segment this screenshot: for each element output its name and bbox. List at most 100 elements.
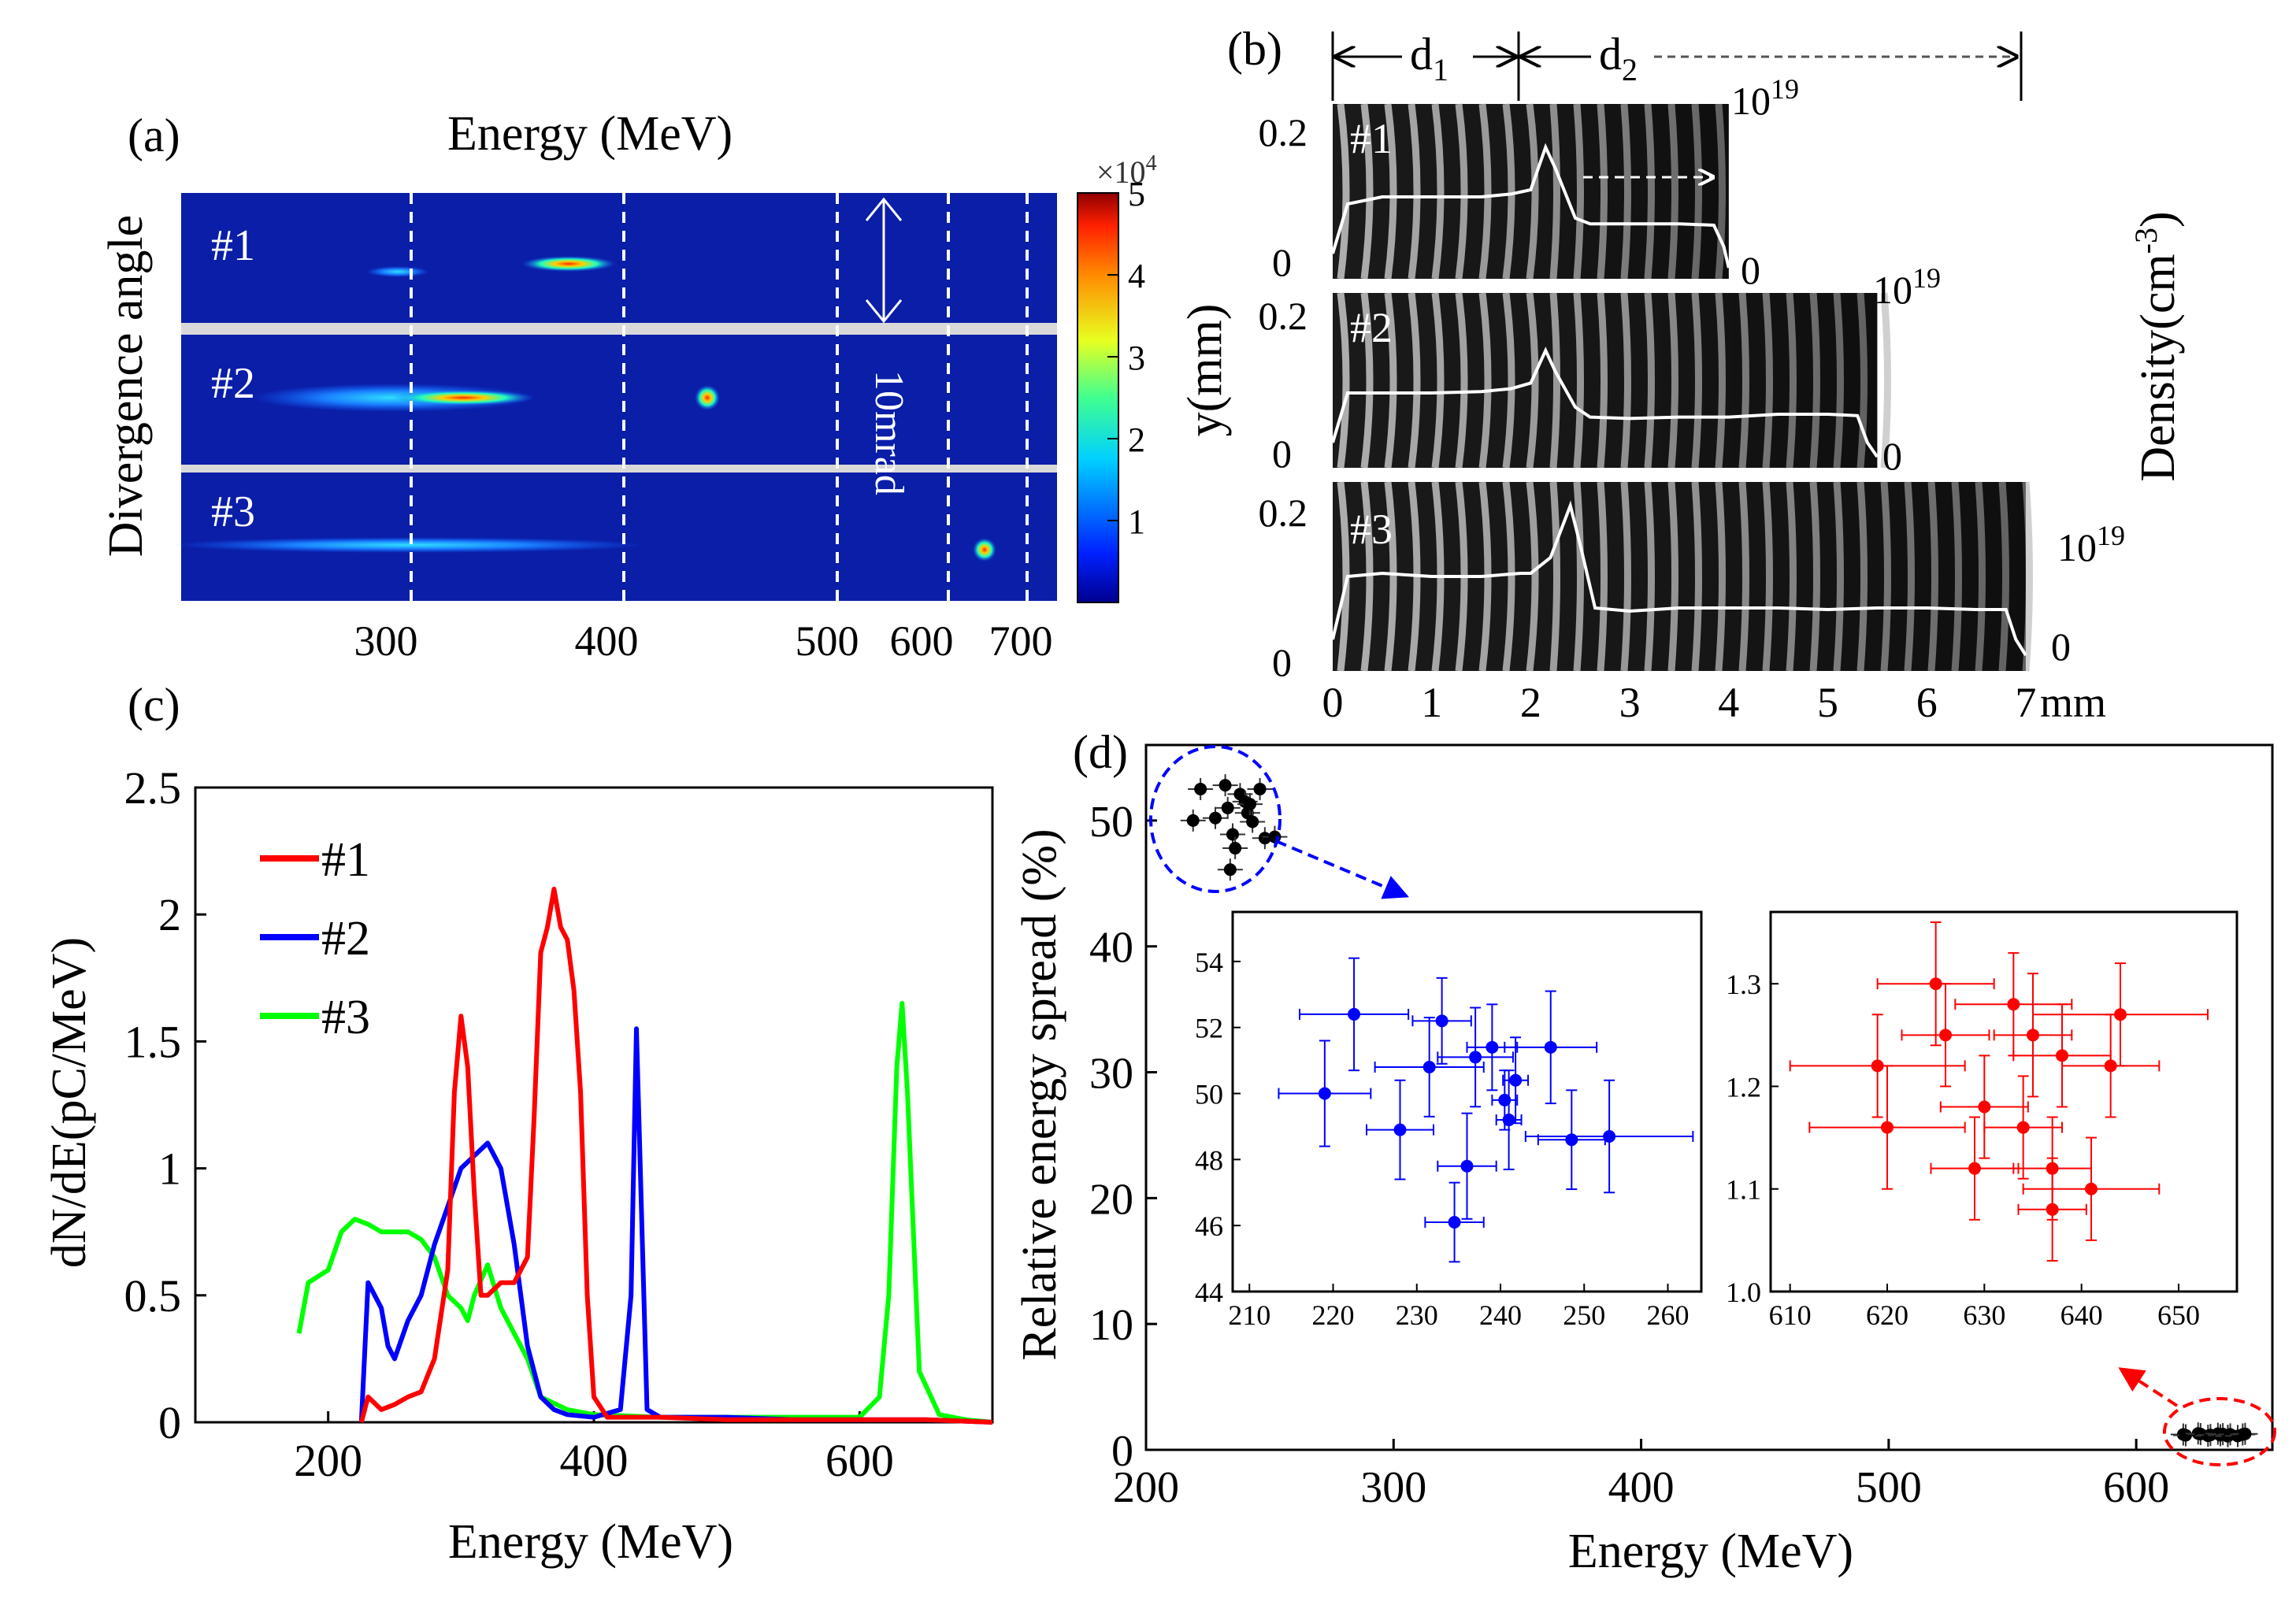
- main-point-15: [1223, 863, 1237, 877]
- d-x-tick-600: 600: [2103, 1463, 2169, 1512]
- inset-blue: 210 220 230 240 250 260 44 46 48 50 52 54: [1195, 910, 1703, 1331]
- inset-x-tick-650: 650: [2157, 1299, 2200, 1331]
- blue-cluster-arrow: [1275, 840, 1409, 899]
- panel-d-label: (d): [1073, 726, 1128, 778]
- main-point-31: [2239, 1427, 2252, 1440]
- main-point-1: [1194, 782, 1207, 795]
- inset-point-9: [2027, 1029, 2039, 1042]
- d-markers: d1 d2: [1331, 28, 2023, 101]
- fringe: [2022, 481, 2033, 672]
- spot-3a: [173, 537, 646, 553]
- legend-label-1: #1: [321, 833, 370, 887]
- energy-tick-500: 500: [796, 617, 859, 665]
- row-label-1: #1: [211, 221, 255, 270]
- inset-x-tick-240: 240: [1479, 1299, 1522, 1331]
- colorbar-ticks: 1 2 3 4 5: [1107, 175, 1145, 541]
- b3-y-tick-zero: 0: [1272, 640, 1292, 684]
- spot-1a: [366, 266, 429, 277]
- inset-point-9: [1486, 1040, 1499, 1054]
- inset-point-4: [1422, 1060, 1436, 1073]
- b2-y-tick-top: 0.2: [1259, 294, 1308, 338]
- inset-y-tick-1.1: 1.1: [1726, 1174, 1761, 1206]
- main-point-18: [2179, 1429, 2192, 1442]
- inset-x-tick-630: 630: [1963, 1299, 2005, 1331]
- inset-point-15: [1603, 1130, 1616, 1143]
- panel-b-label: (b): [1227, 23, 1282, 75]
- inset-point-8: [2016, 1121, 2030, 1134]
- b2-density-top: 1019: [1873, 262, 1941, 312]
- b1-y-tick-top: 0.2: [1259, 110, 1308, 154]
- b3-density-zero: 0: [2051, 625, 2071, 669]
- inset-point-14: [2104, 1059, 2117, 1073]
- inset-y-tick-54: 54: [1195, 947, 1223, 978]
- colorbar-multiplier: ×104: [1096, 151, 1157, 190]
- panel-b-right-label: Density(cm-3): [2128, 211, 2185, 481]
- inset-x-tick-220: 220: [1312, 1299, 1355, 1331]
- colorbar-tick-4: 4: [1128, 257, 1145, 295]
- legend-label-3: #3: [321, 991, 370, 1044]
- inset-frame: [1769, 910, 2239, 1293]
- inset-point-5: [1435, 1014, 1448, 1028]
- panel-d-ylabel: Relative energy spread (%): [1013, 828, 1066, 1360]
- b-x-tick-7: 7: [2015, 679, 2036, 726]
- b1-density-zero: 0: [1741, 248, 1760, 292]
- c-x-tick-600: 600: [825, 1435, 894, 1486]
- panel-c-xlabel: Energy (MeV): [448, 1515, 733, 1569]
- scale-bar-label: 10mrad: [866, 370, 911, 495]
- red-cluster-circle: [2163, 1397, 2276, 1466]
- scale-bar: [865, 197, 903, 324]
- heatmap-strip-1: [181, 193, 1057, 323]
- panel-b: (b) y(mm) Density(cm-3) #1 #2 #3 d1 d2 0.2…: [1178, 23, 2185, 726]
- interferogram-2: #2: [1331, 292, 1891, 469]
- d-y-tick-0: 0: [1111, 1427, 1133, 1476]
- d-y-tick-50: 50: [1089, 798, 1133, 847]
- shot-label-2: #2: [1350, 304, 1393, 351]
- main-point-4: [1221, 801, 1234, 814]
- row-label-2: #2: [211, 359, 255, 408]
- inset-point-12: [2056, 1049, 2068, 1062]
- panel-d-frame: [1144, 743, 2274, 1451]
- colorbar-tick-5: 5: [1128, 175, 1145, 213]
- interferogram-1: #1: [1331, 103, 1730, 280]
- colorbar-gradient: [1077, 192, 1119, 603]
- energy-tick-700: 700: [989, 617, 1053, 665]
- b3-y-tick-top: 0.2: [1259, 491, 1308, 535]
- panel-b-density-labels: 1019 0 1019 0 1019 0: [1731, 73, 2125, 669]
- b2-y-tick-zero: 0: [1272, 432, 1292, 476]
- heatmap-strip-3: [181, 473, 1057, 601]
- inset-y-tick-1.2: 1.2: [1726, 1071, 1761, 1103]
- c-y-tick-0.5: 0.5: [124, 1270, 182, 1321]
- inset-point-1: [1871, 1059, 1884, 1073]
- inset-point-6: [1448, 1215, 1461, 1229]
- c-x-tick-400: 400: [560, 1435, 629, 1486]
- shot-label-3: #3: [1350, 506, 1393, 553]
- d-y-tick-20: 20: [1089, 1175, 1133, 1224]
- colorbar-tick-2: 2: [1128, 421, 1145, 459]
- spectrum-shot-3: [296, 1001, 993, 1425]
- d-y-tick-30: 30: [1089, 1050, 1133, 1099]
- strip-separator-1: [181, 323, 1057, 335]
- colorbar: ×104 1 2 3 4 5: [1077, 151, 1157, 603]
- shot-label-1: #1: [1350, 115, 1393, 162]
- inset-point-2: [1348, 1007, 1361, 1021]
- inset-point-4: [1939, 1029, 1952, 1042]
- panel-c-ylabel: dN/dE(pC/MeV): [43, 937, 96, 1268]
- c-y-tick-0: 0: [158, 1397, 181, 1448]
- panel-a-title: Energy (MeV): [447, 107, 733, 161]
- panel-d-points: [1180, 774, 2258, 1447]
- energy-tick-300: 300: [354, 617, 418, 665]
- inset-point-14: [1565, 1133, 1578, 1147]
- energy-tick-600: 600: [890, 617, 954, 665]
- colorbar-tick-1: 1: [1128, 502, 1145, 541]
- c-y-tick-2: 2: [158, 889, 181, 940]
- spectrum-shot-1: [358, 887, 993, 1425]
- panel-d: (d) 200 300 400 500 600 0 10 20 30 40 50 210 220 230…: [1013, 726, 2276, 1578]
- inset-point-7: [2007, 998, 2020, 1011]
- main-point-5: [1226, 828, 1239, 841]
- inset-x-tick-250: 250: [1563, 1299, 1605, 1331]
- density-profile-2: [1331, 347, 1879, 458]
- panel-c-legend: #1 #2 #3: [260, 833, 370, 1044]
- colorbar-tick-3: 3: [1128, 339, 1145, 377]
- inset-point-11: [2046, 1203, 2059, 1216]
